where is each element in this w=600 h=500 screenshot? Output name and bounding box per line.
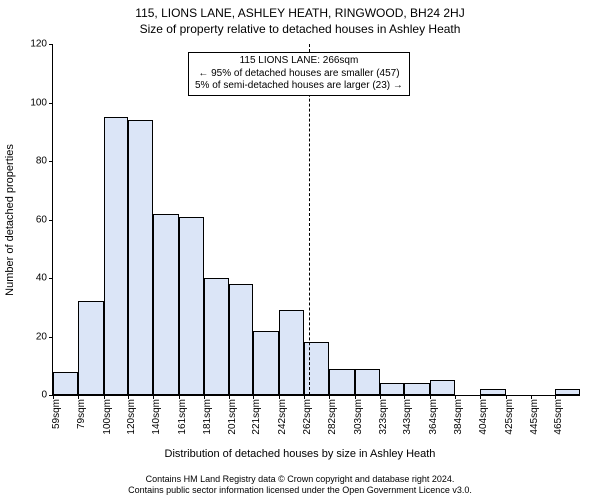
histogram-bar: [380, 383, 405, 395]
x-tick-label: 100sqm: [102, 399, 113, 435]
footer-line-1: Contains HM Land Registry data © Crown c…: [0, 474, 600, 485]
histogram-bar: [304, 342, 329, 395]
x-tick-label: 384sqm: [453, 399, 464, 435]
x-tick-label: 282sqm: [327, 399, 338, 435]
x-tick-label: 59sqm: [51, 399, 62, 429]
y-tick: [49, 161, 53, 162]
y-tick: [49, 103, 53, 104]
x-tick-label: 181sqm: [202, 399, 213, 435]
annotation-line: ← 95% of detached houses are smaller (45…: [195, 68, 403, 81]
footer-line-2: Contains public sector information licen…: [0, 485, 600, 496]
chart-container: 115, LIONS LANE, ASHLEY HEATH, RINGWOOD,…: [0, 0, 600, 500]
x-tick-label: 79sqm: [76, 399, 87, 429]
x-tick-label: 465sqm: [553, 399, 564, 435]
x-tick-label: 425sqm: [504, 399, 515, 435]
y-tick: [49, 220, 53, 221]
histogram-bar: [179, 217, 204, 395]
y-tick-label: 20: [36, 331, 47, 342]
y-tick-label: 80: [36, 156, 47, 167]
histogram-bar: [253, 331, 279, 395]
footer-credits: Contains HM Land Registry data © Crown c…: [0, 474, 600, 497]
y-tick: [49, 44, 53, 45]
histogram-bar: [104, 117, 129, 395]
histogram-bar: [229, 284, 254, 395]
histogram-bar: [279, 310, 304, 395]
y-axis-label: Number of detached properties: [4, 144, 16, 296]
histogram-bar: [329, 369, 355, 395]
x-tick-label: 140sqm: [151, 399, 162, 435]
y-tick-label: 40: [36, 273, 47, 284]
x-tick-label: 242sqm: [277, 399, 288, 435]
bars-layer: [53, 44, 580, 395]
x-tick-label: 262sqm: [302, 399, 313, 435]
histogram-bar: [480, 389, 506, 395]
x-tick-label: 303sqm: [353, 399, 364, 435]
y-tick: [49, 337, 53, 338]
chart-supertitle: 115, LIONS LANE, ASHLEY HEATH, RINGWOOD,…: [0, 6, 600, 20]
histogram-bar: [355, 369, 380, 395]
histogram-bar: [430, 380, 455, 395]
x-tick-label: 161sqm: [177, 399, 188, 435]
y-tick-label: 100: [30, 97, 47, 108]
y-tick-label: 120: [30, 39, 47, 50]
plot-area: 02040608010012059sqm79sqm100sqm120sqm140…: [52, 44, 580, 396]
histogram-bar: [404, 383, 430, 395]
x-tick-label: 201sqm: [227, 399, 238, 435]
x-tick-label: 323sqm: [378, 399, 389, 435]
histogram-bar: [78, 301, 104, 395]
y-tick-label: 0: [41, 390, 47, 401]
x-tick-label: 120sqm: [126, 399, 137, 435]
histogram-bar: [153, 214, 179, 395]
x-tick-label: 364sqm: [428, 399, 439, 435]
annotation-line: 5% of semi-detached houses are larger (2…: [195, 80, 403, 93]
histogram-bar: [53, 372, 78, 395]
x-axis-label: Distribution of detached houses by size …: [0, 448, 600, 460]
chart-title: Size of property relative to detached ho…: [0, 22, 600, 36]
x-tick-label: 445sqm: [529, 399, 540, 435]
highlight-line: [309, 44, 310, 395]
x-tick-label: 404sqm: [478, 399, 489, 435]
histogram-bar: [555, 389, 580, 395]
y-tick: [49, 278, 53, 279]
annotation-box: 115 LIONS LANE: 266sqm← 95% of detached …: [188, 52, 410, 96]
histogram-bar: [128, 120, 153, 395]
histogram-bar: [204, 278, 229, 395]
x-tick-label: 221sqm: [251, 399, 262, 435]
annotation-line: 115 LIONS LANE: 266sqm: [195, 55, 403, 68]
x-tick-label: 343sqm: [402, 399, 413, 435]
y-tick-label: 60: [36, 214, 47, 225]
